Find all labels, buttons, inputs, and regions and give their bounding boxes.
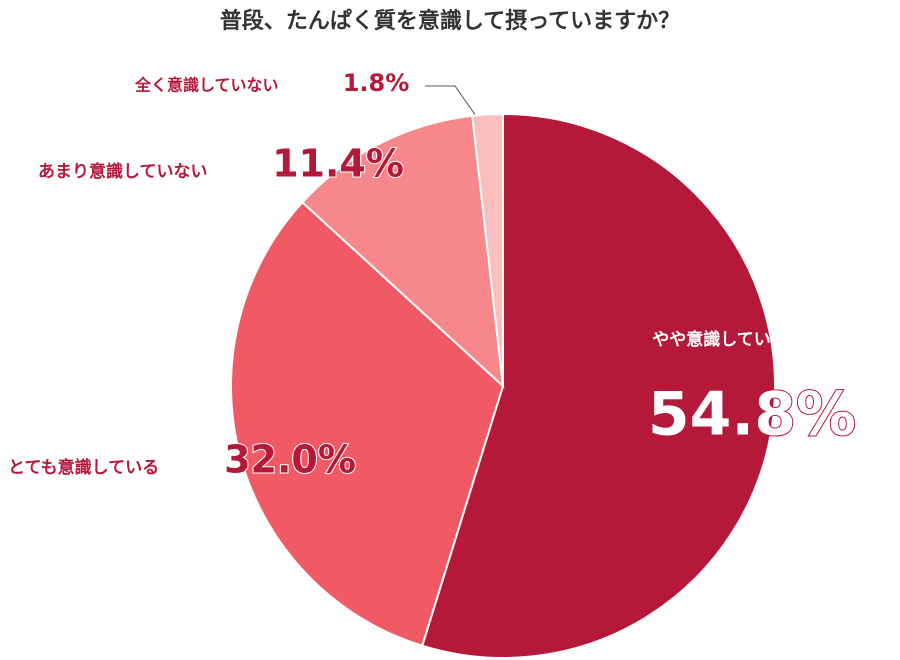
pie-slice xyxy=(471,112,504,387)
value-label: 11.4% xyxy=(272,142,404,186)
value-label: 54.8% xyxy=(648,380,856,450)
chart-title: 普段、たんぱく質を意識して摂っていますか？ xyxy=(220,8,680,34)
category-label: とても意識している xyxy=(8,457,159,478)
pie-slice xyxy=(230,200,505,647)
pie-slice xyxy=(300,114,505,389)
value-label: 1.8% xyxy=(343,69,410,97)
pie-slice xyxy=(420,112,776,659)
category-label: やや意識している xyxy=(652,329,788,350)
value-label: 32.0% xyxy=(224,438,356,482)
category-label: 全く意識していない xyxy=(134,76,279,95)
category-label: あまり意識していない xyxy=(38,161,208,182)
